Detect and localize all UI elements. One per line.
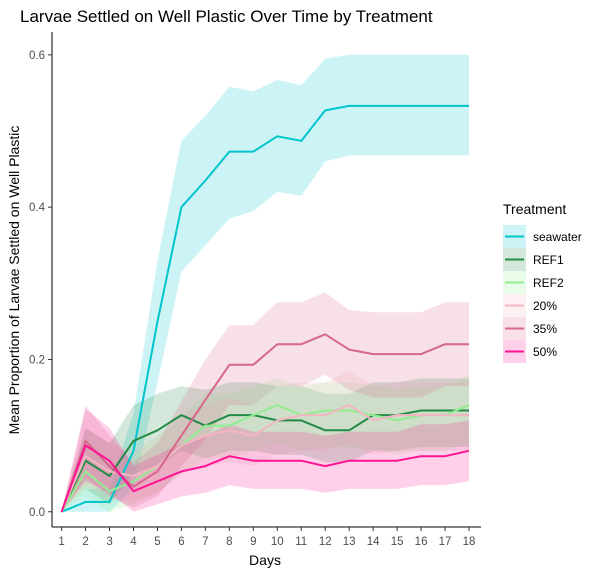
- x-tick-label: 5: [154, 536, 160, 548]
- x-tick-label: 11: [295, 536, 307, 548]
- ribbon-20: [61, 370, 469, 512]
- x-tick-label: 8: [226, 536, 232, 548]
- x-tick-label: 2: [82, 536, 88, 548]
- x-tick-label: 14: [367, 536, 380, 548]
- x-tick-label: 6: [178, 536, 184, 548]
- legend-label: seawater: [533, 230, 582, 244]
- x-tick-label: 1: [58, 536, 64, 548]
- legend-label: 50%: [533, 345, 557, 359]
- series-line-35: [60, 333, 469, 513]
- x-ticks: 1 2 3 4 5 6 7 8 9 10 11 12 13 14 15 16 17 18: [58, 527, 475, 548]
- ribbon-layer: [61, 54, 469, 512]
- x-tick-label: 13: [343, 536, 356, 548]
- ribbon-ref1: [61, 378, 469, 512]
- ribbon-ref2: [61, 374, 469, 512]
- legend-item-seawater: seawater: [503, 225, 582, 248]
- x-tick-label: 3: [106, 536, 112, 548]
- chart-title: Larvae Settled on Well Plastic Over Time…: [20, 7, 433, 26]
- x-tick-label: 7: [202, 536, 208, 548]
- x-tick-label: 4: [130, 536, 137, 548]
- series-line-seawater: [61, 104, 469, 513]
- x-tick-label: 10: [271, 536, 284, 548]
- ribbon-35: [61, 292, 469, 512]
- legend-title: Treatment: [503, 201, 566, 217]
- y-tick-label: 0.2: [29, 354, 45, 366]
- y-axis-title: Mean Proportion of Larvae Settled on Wel…: [6, 126, 22, 435]
- x-tick-label: 15: [391, 536, 404, 548]
- legend-label: REF1: [533, 253, 564, 267]
- legend-label: 35%: [533, 322, 557, 336]
- x-tick-label: 17: [439, 536, 452, 548]
- line-layer: [60, 104, 470, 513]
- legend-item-50: 50%: [503, 340, 557, 363]
- series-line-50: [60, 444, 470, 513]
- legend-label: REF2: [533, 276, 564, 290]
- y-ticks: 0.0 0.2 0.4 0.6: [29, 50, 52, 519]
- x-tick-label: 9: [250, 536, 256, 548]
- series-line-20: [60, 404, 469, 513]
- x-axis-title: Days: [249, 552, 281, 568]
- y-tick-label: 0.6: [29, 50, 45, 62]
- x-tick-label: 12: [319, 536, 332, 548]
- legend-item-ref1: REF1: [503, 248, 564, 271]
- x-tick-label: 16: [415, 536, 428, 548]
- legend: seawater REF1 REF2 20% 35% 50%: [503, 225, 582, 363]
- legend-item-20: 20%: [503, 294, 557, 317]
- y-tick-label: 0.0: [29, 507, 45, 519]
- legend-label: 20%: [533, 299, 557, 313]
- y-tick-label: 0.4: [29, 202, 46, 214]
- legend-item-ref2: REF2: [503, 271, 564, 294]
- x-tick-label: 18: [463, 536, 476, 548]
- ribbon-seawater: [61, 54, 469, 512]
- legend-item-35: 35%: [503, 317, 557, 340]
